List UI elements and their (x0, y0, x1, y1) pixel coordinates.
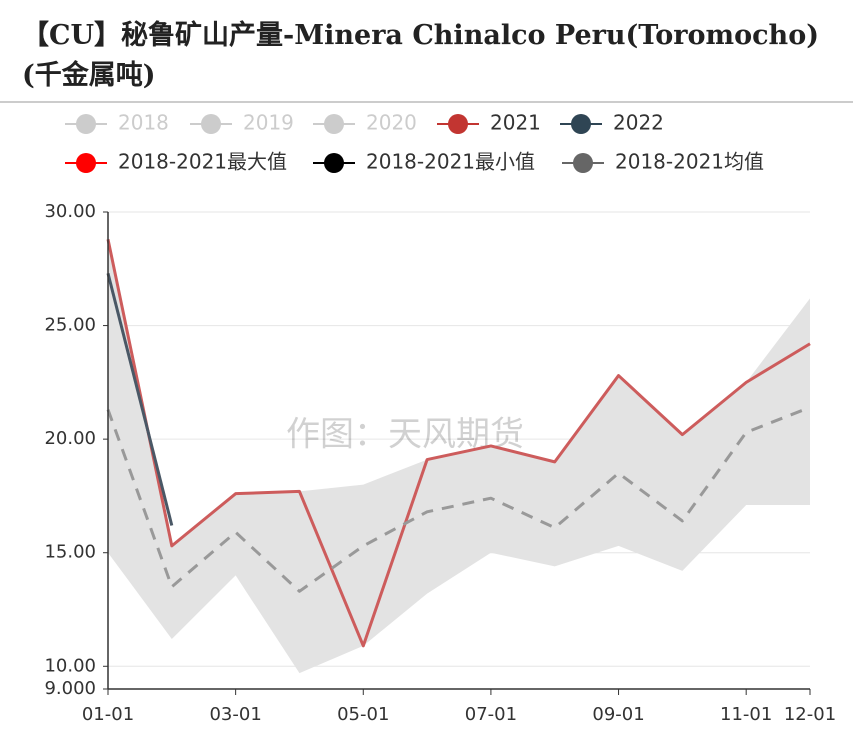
x-tick-label: 11-01 (720, 704, 772, 725)
legend-label: 2020 (366, 111, 417, 135)
legend-label: 2018-2021均值 (615, 150, 764, 174)
x-tick-label: 09-01 (592, 704, 644, 725)
legend-label: 2018-2021最小值 (366, 150, 535, 174)
legend-marker (76, 153, 96, 173)
y-tick-label: 25.00 (44, 315, 96, 336)
x-tick-label: 12-01 (784, 704, 836, 725)
chart-subtitle: (千金属吨) (22, 59, 156, 91)
x-tick-label: 07-01 (465, 704, 517, 725)
y-tick-label: 10.00 (44, 655, 96, 676)
legend-label: 2019 (243, 111, 294, 135)
legend-label: 2018-2021最大值 (118, 150, 287, 174)
series-line (106, 405, 811, 593)
legend-marker (573, 153, 593, 173)
y-tick-label: 30.00 (44, 201, 96, 222)
x-tick-label: 01-01 (82, 704, 134, 725)
legend-marker (324, 153, 344, 173)
legend-label: 2021 (490, 111, 541, 135)
series-line (106, 238, 811, 648)
legend-marker (324, 114, 344, 134)
chart-title: 【CU】秘鲁矿山产量-Minera Chinalco Peru(Toromoch… (22, 19, 819, 51)
legend-marker (201, 114, 221, 134)
legend-label: 2022 (613, 111, 664, 135)
x-tick-label: 03-01 (209, 704, 261, 725)
y-tick-label: 20.00 (44, 428, 96, 449)
legend-marker (76, 114, 96, 134)
legend-label: 2018 (118, 111, 169, 135)
y-tick-label: 15.00 (44, 542, 96, 563)
legend-marker (448, 114, 468, 134)
range-band (108, 239, 810, 674)
series-line (106, 272, 174, 526)
y-tick-label: 9.000 (44, 678, 96, 699)
legend-marker (571, 114, 591, 134)
x-tick-label: 05-01 (337, 704, 389, 725)
